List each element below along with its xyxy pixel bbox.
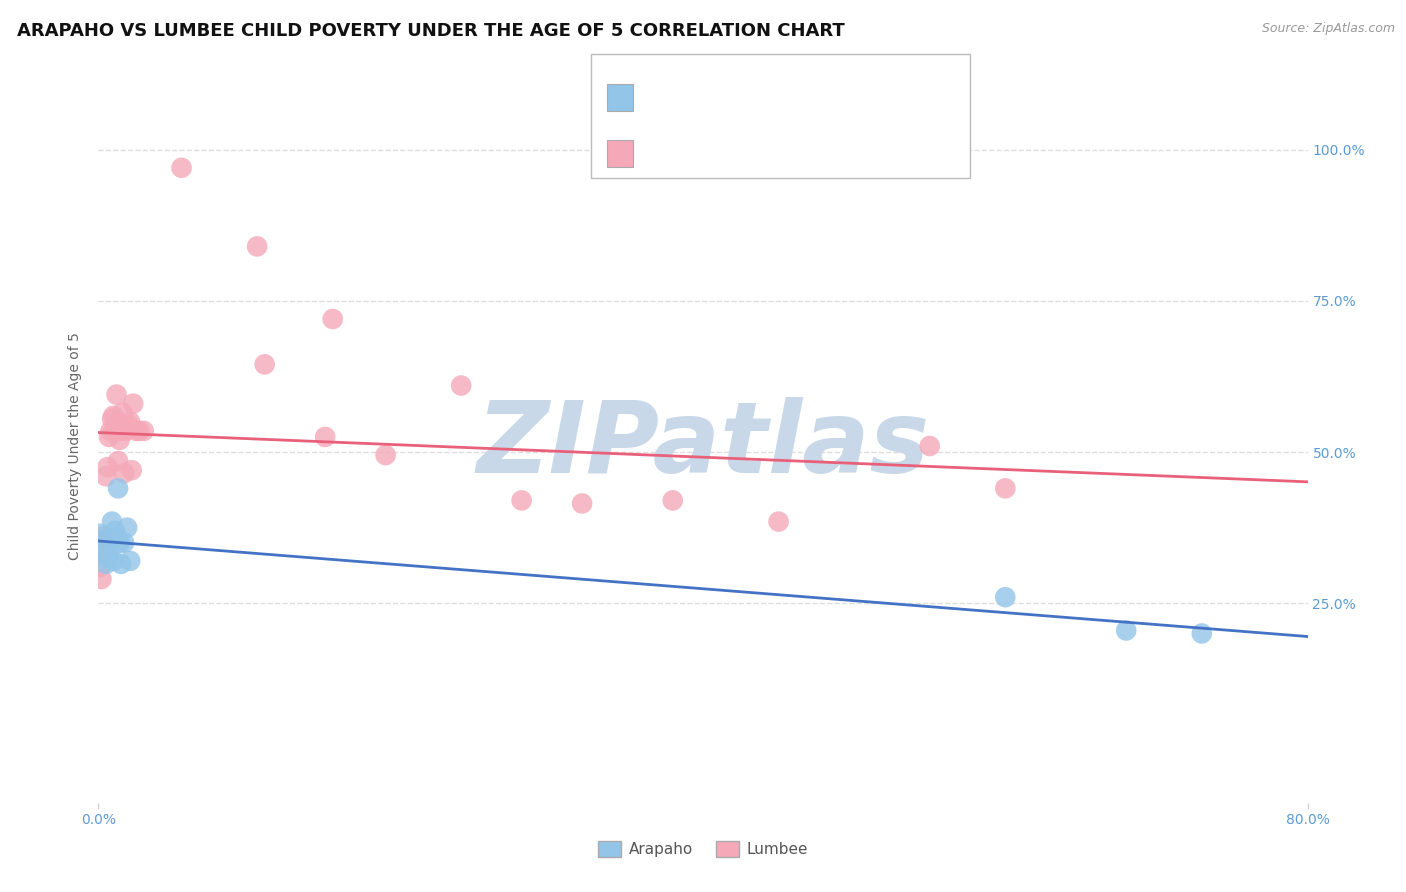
Y-axis label: Child Poverty Under the Age of 5: Child Poverty Under the Age of 5 <box>69 332 83 560</box>
Point <box>96 460 118 475</box>
Point <box>101 515 124 529</box>
Point <box>96 550 118 565</box>
Point <box>510 493 533 508</box>
Point <box>94 469 117 483</box>
Point <box>93 533 115 547</box>
Point <box>1115 624 1137 638</box>
Point <box>112 535 135 549</box>
Point <box>98 430 121 444</box>
Point <box>105 387 128 401</box>
Point <box>994 590 1017 604</box>
Point <box>90 572 112 586</box>
Point <box>91 541 114 556</box>
Text: 0.254: 0.254 <box>679 146 734 161</box>
Point <box>918 439 941 453</box>
Point <box>374 448 396 462</box>
Point <box>120 415 142 429</box>
Point <box>103 554 125 568</box>
Point <box>112 467 135 481</box>
Point <box>107 481 129 495</box>
Point <box>94 557 117 571</box>
Text: ARAPAHO VS LUMBEE CHILD POVERTY UNDER THE AGE OF 5 CORRELATION CHART: ARAPAHO VS LUMBEE CHILD POVERTY UNDER TH… <box>17 22 845 40</box>
Legend: Arapaho, Lumbee: Arapaho, Lumbee <box>592 835 814 863</box>
Point <box>104 524 127 538</box>
Point <box>122 397 145 411</box>
Point <box>115 421 138 435</box>
Point <box>768 515 790 529</box>
Point <box>98 548 121 562</box>
Point <box>90 539 112 553</box>
Point <box>89 560 111 574</box>
Point <box>93 533 115 547</box>
Point <box>114 424 136 438</box>
Point <box>91 530 114 544</box>
Point <box>110 557 132 571</box>
Point <box>110 424 132 438</box>
Point <box>111 406 134 420</box>
Point <box>101 411 124 425</box>
Point <box>170 161 193 175</box>
Point <box>115 521 138 535</box>
Text: -0.267: -0.267 <box>679 90 734 104</box>
Text: R = -0.267   N = 21: R = -0.267 N = 21 <box>644 90 817 104</box>
Point <box>994 481 1017 495</box>
Point <box>100 424 122 438</box>
Point <box>121 463 143 477</box>
Point <box>89 526 111 541</box>
Text: 36: 36 <box>803 146 821 161</box>
Point <box>450 378 472 392</box>
Point <box>571 496 593 510</box>
Point <box>132 424 155 438</box>
Point <box>105 530 128 544</box>
Point <box>125 424 148 438</box>
Point <box>103 409 125 423</box>
Point <box>100 533 122 547</box>
Point <box>108 433 131 447</box>
Text: Source: ZipAtlas.com: Source: ZipAtlas.com <box>1261 22 1395 36</box>
Point <box>128 424 150 438</box>
Point <box>107 454 129 468</box>
Point <box>314 430 336 444</box>
Point <box>118 417 141 432</box>
Point <box>1191 626 1213 640</box>
Text: ZIPatlas: ZIPatlas <box>477 398 929 494</box>
Text: 21: 21 <box>803 90 821 104</box>
Text: R =  0.254   N = 36: R = 0.254 N = 36 <box>644 146 817 161</box>
Point <box>108 535 131 549</box>
Point <box>322 312 344 326</box>
Point <box>104 417 127 432</box>
Point <box>253 357 276 371</box>
Point <box>246 239 269 253</box>
Point <box>120 554 142 568</box>
Point <box>661 493 683 508</box>
